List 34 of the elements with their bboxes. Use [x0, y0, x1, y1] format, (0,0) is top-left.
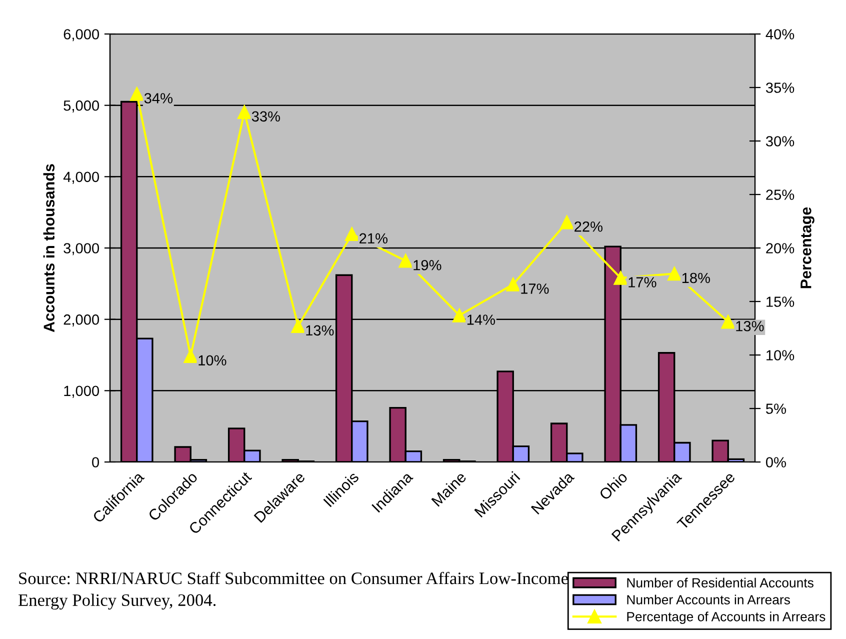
data-label: 17%: [521, 284, 549, 294]
y2-tick-label: 35%: [766, 82, 794, 93]
legend-label: Percentage of Accounts in Arrears: [627, 612, 826, 624]
y-tick-label: 0: [92, 457, 100, 468]
y-tick-label: 4,000: [63, 172, 100, 184]
y2-tick-label: 0%: [766, 457, 786, 468]
y2-tick-label: 40%: [766, 29, 794, 40]
y-tick-label: 3,000: [64, 243, 100, 256]
y2-axis-title: Percentage: [800, 207, 814, 288]
data-label: 21%: [360, 233, 388, 244]
y-axis-title: Accounts in thousands: [43, 164, 55, 332]
data-label: 22%: [574, 221, 602, 232]
y2-tick-label: 10%: [766, 350, 794, 360]
y-tick-label: 6,000: [64, 29, 100, 42]
y2-tick-label: 15%: [766, 296, 794, 307]
data-label: 13%: [736, 320, 764, 332]
data-label: 10%: [198, 355, 226, 366]
data-label: 34%: [144, 93, 172, 104]
data-label: 14%: [467, 314, 495, 325]
legend-label: Number Accounts in Arrears: [627, 594, 790, 604]
y-tick-label: 2,000: [64, 314, 100, 326]
data-label: 17%: [628, 277, 656, 288]
data-label: 33%: [252, 111, 280, 122]
y-tick-label: 5,000: [64, 100, 100, 112]
source-note: Source: NRRI/NARUC Staff Subcommittee on Consumer Affairs Low-Income Energy Policy Survey, 2004.: [18, 572, 568, 610]
y2-tick-label: 30%: [766, 136, 794, 146]
y2-tick-label: 25%: [766, 190, 794, 200]
y-tick-label: 1,000: [64, 386, 100, 398]
y2-tick-label: 20%: [766, 243, 794, 254]
y2-tick-label: 5%: [766, 404, 786, 414]
legend-label: Number of Residential Accounts: [627, 578, 814, 588]
data-label: 13%: [306, 325, 334, 336]
data-label: 18%: [682, 272, 710, 284]
data-label: 19%: [414, 260, 442, 270]
